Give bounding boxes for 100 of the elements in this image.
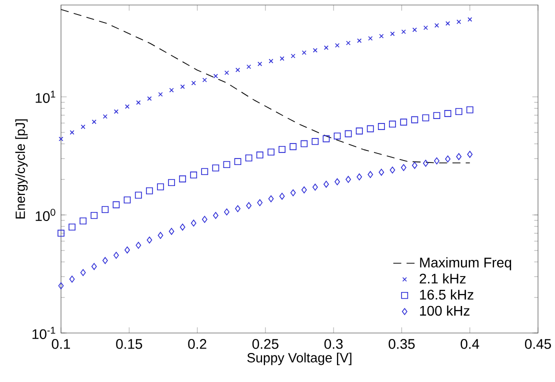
point [346, 40, 351, 46]
point [268, 195, 274, 202]
point [202, 216, 208, 223]
point [324, 45, 328, 50]
point [268, 148, 274, 156]
point [268, 58, 274, 64]
point [400, 164, 406, 171]
point [423, 160, 428, 167]
point [124, 104, 130, 109]
point [102, 257, 108, 264]
legend-label: 100 kHz [420, 305, 470, 316]
point [234, 158, 242, 166]
point [157, 183, 164, 190]
point [278, 146, 286, 153]
point [212, 164, 220, 172]
y-axis-title: Energy/cycle [pJ] [15, 119, 28, 218]
point [455, 108, 462, 116]
point [124, 246, 130, 254]
point [136, 242, 142, 249]
point [92, 120, 96, 124]
x-tick-label: 0.4 [460, 339, 480, 349]
point [446, 21, 450, 26]
point [124, 196, 131, 204]
point [356, 173, 362, 180]
legend-label: 16.5 kHz [420, 289, 474, 300]
x-tick-label: 0.1 [52, 339, 70, 349]
point [412, 28, 417, 32]
point [213, 74, 218, 78]
point [158, 232, 164, 239]
point [223, 161, 230, 168]
point [202, 78, 207, 82]
point [112, 201, 120, 208]
point [378, 168, 384, 176]
point [388, 120, 396, 128]
point [356, 128, 363, 134]
point [334, 132, 341, 140]
point [147, 96, 152, 101]
point [179, 175, 186, 182]
x-tick-label: 0.45 [524, 339, 551, 349]
x-tick-label: 0.25 [252, 339, 278, 349]
point [346, 176, 351, 183]
point [422, 114, 430, 122]
point [68, 224, 76, 230]
point [190, 172, 198, 178]
point [80, 269, 86, 276]
point [102, 206, 109, 214]
point [434, 23, 440, 28]
point [357, 38, 362, 43]
point [235, 205, 240, 212]
point [180, 84, 185, 89]
point [290, 143, 297, 150]
point [400, 118, 408, 126]
point [158, 92, 163, 97]
point [301, 186, 307, 194]
point [169, 88, 174, 92]
point [246, 202, 252, 210]
point [300, 140, 308, 148]
point [134, 192, 142, 199]
point [246, 64, 252, 70]
point [390, 32, 395, 36]
point [466, 106, 474, 114]
point [257, 199, 263, 206]
point [70, 130, 74, 135]
point [102, 114, 108, 119]
point [180, 224, 186, 231]
point [368, 36, 373, 41]
point [80, 124, 86, 130]
point [378, 123, 385, 130]
point [245, 154, 252, 162]
point [114, 109, 118, 114]
point [302, 50, 306, 55]
point [312, 138, 319, 145]
x-tick-label: 0.2 [188, 339, 206, 349]
legend-label: 2.1 kHz [420, 273, 466, 284]
point [334, 43, 340, 48]
point [423, 25, 428, 30]
point [334, 178, 340, 186]
legend-label: Maximum Freq [420, 257, 512, 270]
point [468, 17, 472, 22]
point [146, 236, 152, 244]
point [444, 110, 452, 117]
point [58, 230, 64, 237]
point [290, 54, 296, 58]
x-tick-label: 0.15 [116, 339, 142, 349]
point [114, 252, 119, 259]
point [312, 48, 318, 53]
point [344, 130, 352, 138]
point [235, 68, 240, 72]
point [146, 187, 153, 194]
point [91, 263, 97, 270]
point [324, 180, 329, 188]
point [58, 282, 64, 290]
y-tick-label: 10$^{-1}$ [32, 326, 56, 340]
point [201, 168, 208, 176]
point [190, 220, 196, 227]
x-tick-label: 0.3 [324, 339, 343, 349]
point [69, 276, 75, 283]
point [401, 29, 406, 34]
point [168, 228, 174, 235]
point [411, 116, 418, 124]
